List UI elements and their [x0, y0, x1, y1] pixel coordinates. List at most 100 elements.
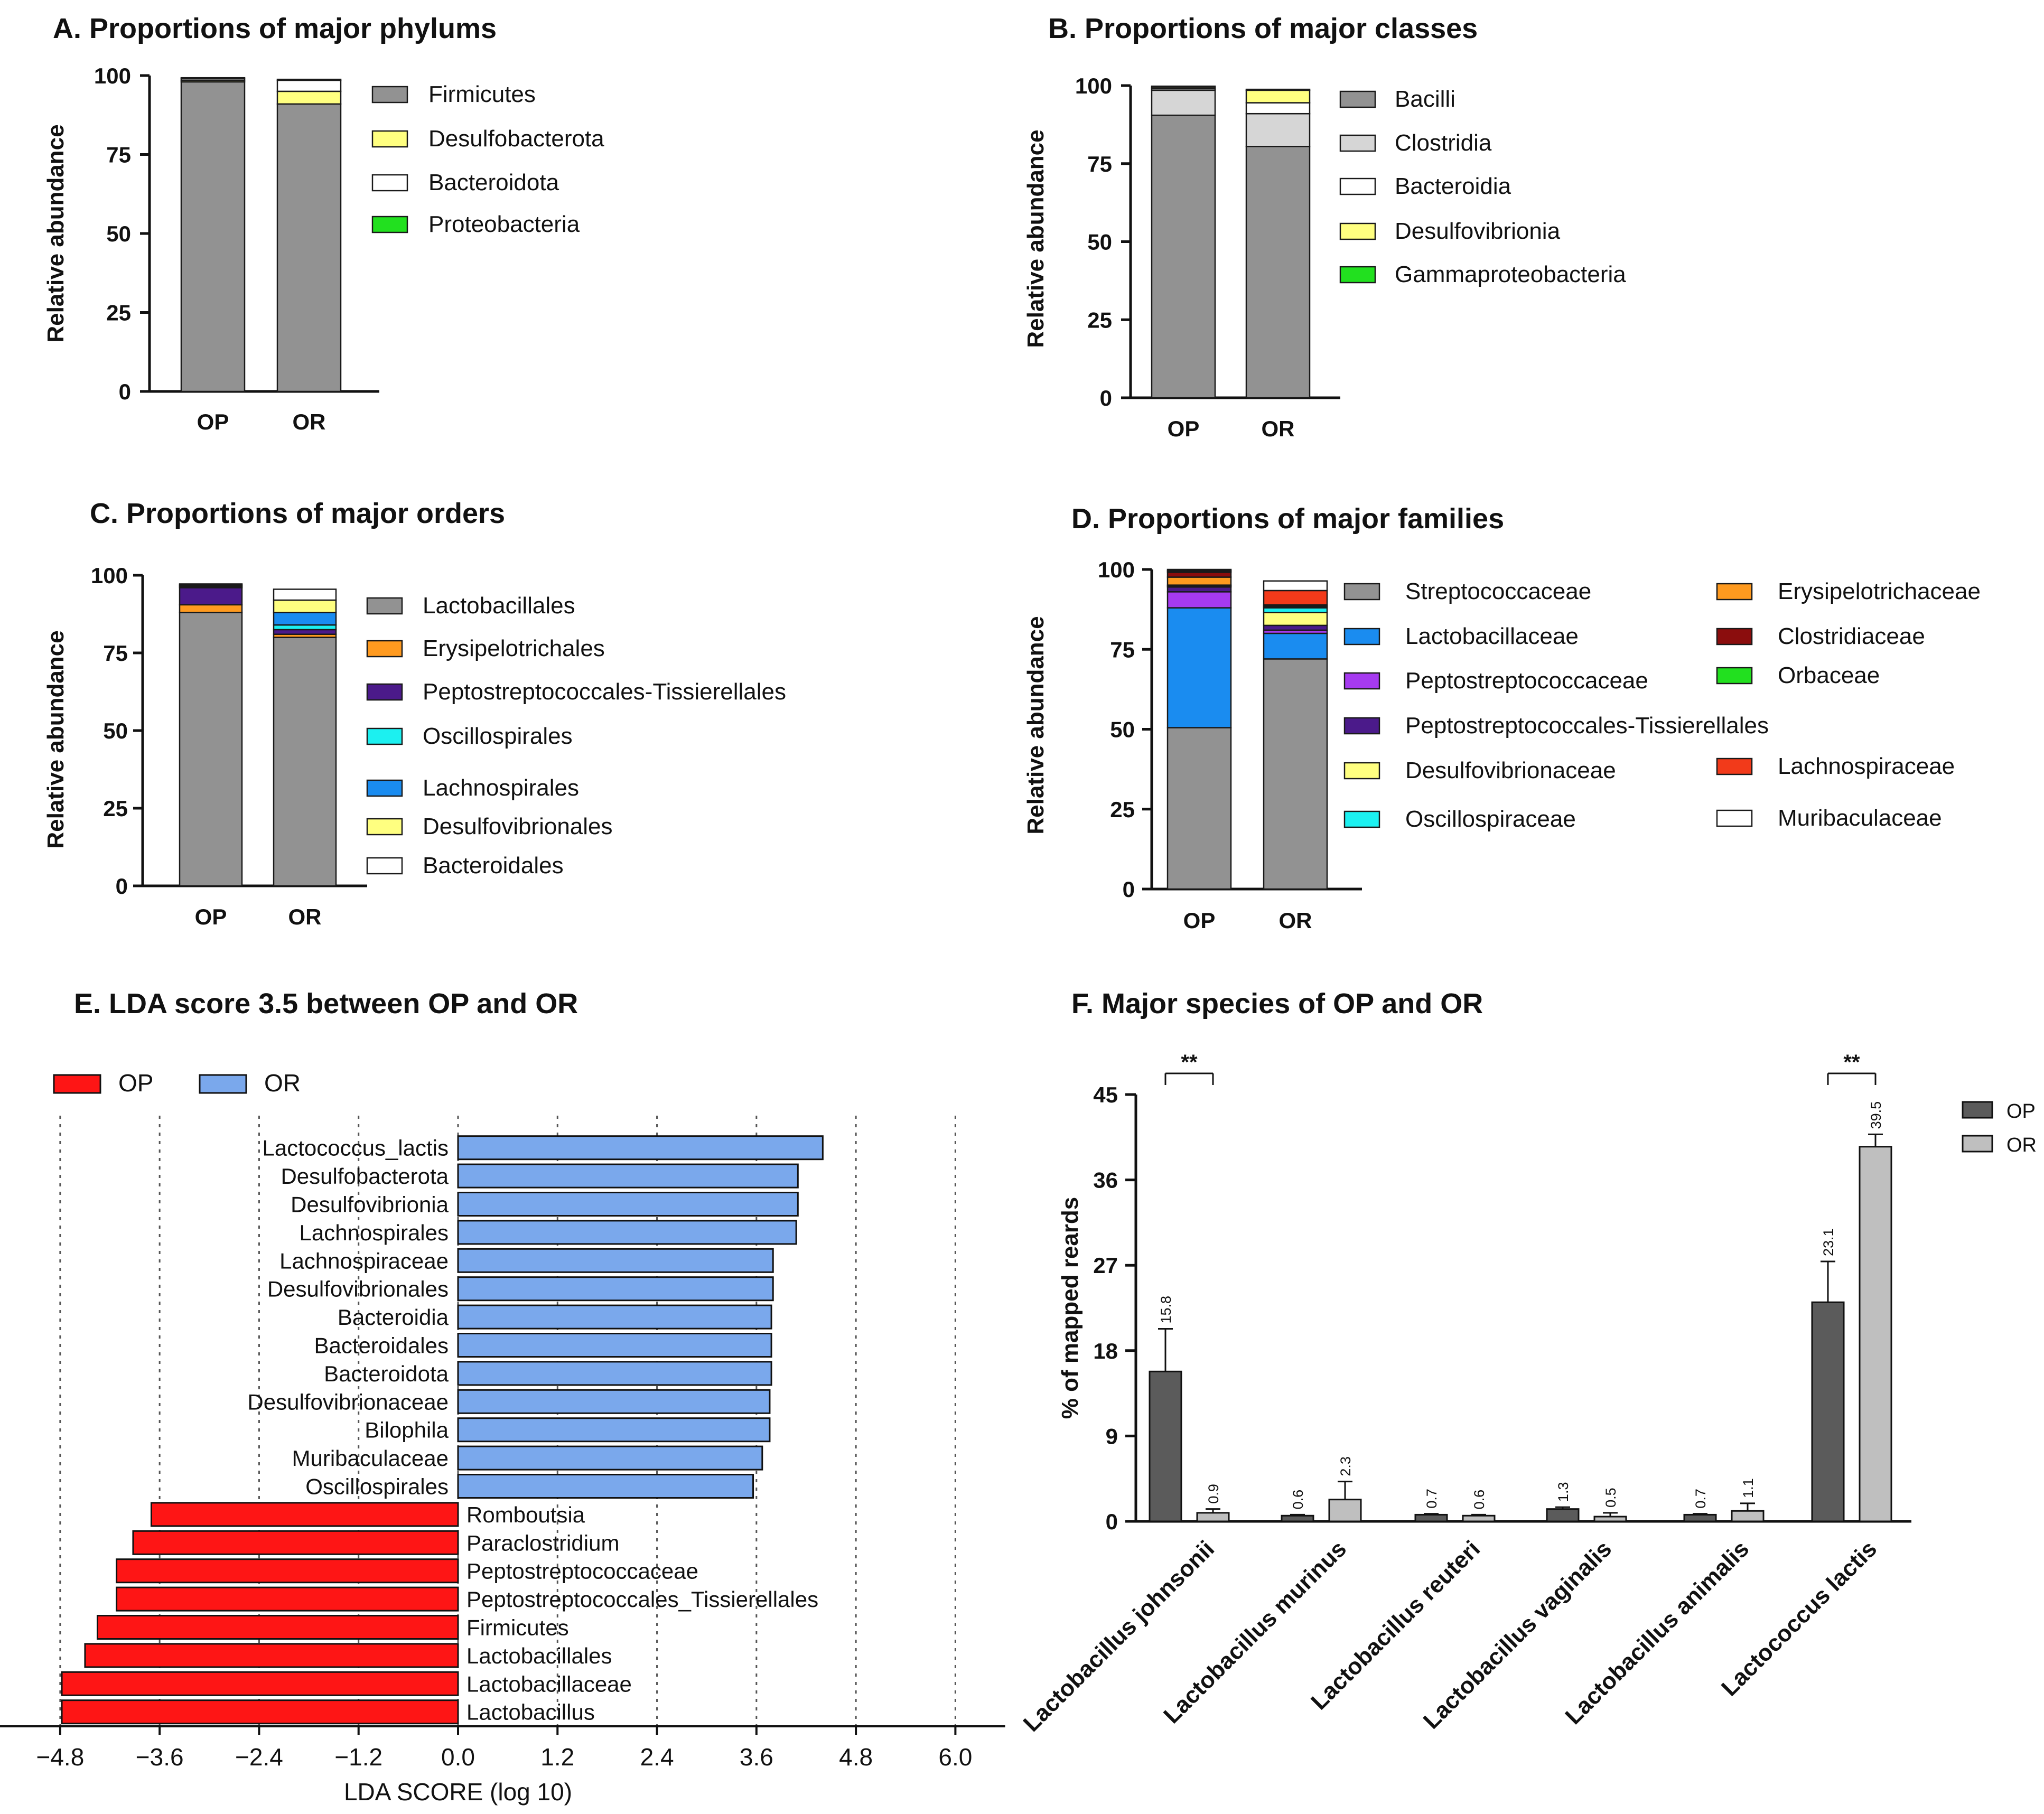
y-tick-label: 75	[103, 641, 128, 666]
lda-bar	[150, 1502, 459, 1527]
lda-label: Peptostreptococcaceae	[466, 1559, 698, 1584]
y-tick-label: 75	[1087, 152, 1112, 176]
y-axis-label: % of mapped reards	[1057, 1197, 1083, 1419]
legend-label: Proteobacteria	[428, 211, 580, 237]
legend-swatch	[1716, 583, 1753, 601]
lda-label: Lachnospiraceae	[279, 1248, 449, 1273]
lda-bar	[457, 1389, 771, 1414]
y-tick-label: 27	[1093, 1253, 1118, 1278]
y-tick-label: 50	[1110, 717, 1135, 742]
bar-segment-OP-Bacilli	[1151, 114, 1216, 399]
y-tick-label: 9	[1106, 1424, 1118, 1448]
panel-C-title: C. Proportions of major orders	[90, 498, 505, 529]
bar-segment-OP-Lactobacillaceae	[1166, 607, 1232, 728]
significance-label: **	[1843, 1051, 1860, 1074]
legend-label: OP	[118, 1069, 153, 1097]
y-tick-label: 100	[94, 63, 131, 88]
panel-B-title: B. Proportions of major classes	[1048, 13, 1478, 44]
legend-label: Streptococcaceae	[1405, 578, 1591, 604]
value-label: 0.6	[1471, 1490, 1487, 1510]
bar-segment-OR-Firmicutes	[276, 103, 342, 392]
bar-segment-OR-Peptostreptococcales-Tissierellales	[273, 629, 337, 635]
y-tick-label: 25	[103, 796, 128, 821]
lda-label: Oscillospirales	[305, 1474, 449, 1499]
lda-label: Lactococcus_lactis	[262, 1136, 449, 1161]
species-bar	[1546, 1508, 1580, 1522]
legend-swatch	[1343, 583, 1380, 601]
legend-swatch	[1343, 717, 1380, 735]
lda-bar	[84, 1643, 459, 1668]
legend-swatch	[1339, 177, 1376, 195]
x-tick-label: −3.6	[136, 1743, 184, 1771]
lda-bar	[457, 1276, 774, 1302]
panel-F-title: F. Major species of OP and OR	[1071, 988, 1483, 1020]
legend-label: Oscillospirales	[423, 723, 573, 749]
legend-label: Bacteroidota	[428, 170, 559, 195]
bar-segment-OR-Oscillospirales	[273, 624, 337, 631]
legend-label: Erysipelotrichales	[423, 635, 605, 661]
legend-swatch	[1343, 762, 1380, 780]
value-label: 23.1	[1821, 1228, 1836, 1256]
x-tick-label: 6.0	[938, 1743, 972, 1771]
legend-label: Desulfobacterota	[428, 126, 604, 152]
lda-bar	[457, 1192, 799, 1217]
bar-segment-OR-Bacteroidia	[1245, 102, 1311, 115]
y-axis-label: Relative abundance	[43, 124, 69, 342]
legend-swatch	[1343, 672, 1380, 690]
legend-swatch	[366, 727, 403, 745]
lda-bar	[457, 1445, 763, 1471]
legend-label: Gammaproteobacteria	[1395, 261, 1626, 287]
bar-segment-OP-Clostridia	[1151, 89, 1216, 116]
bar-segment-OR-Lactobacillaceae	[1263, 632, 1328, 660]
legend-swatch	[1339, 266, 1376, 284]
bar-segment-OR-Desulfovibrionaceae	[1263, 612, 1328, 627]
value-label: 2.3	[1338, 1456, 1354, 1476]
lda-bar	[116, 1558, 459, 1584]
panel-C: C. Proportions of major orders 0 25 50 75 100…	[43, 498, 786, 929]
species-bar	[1683, 1513, 1717, 1522]
bar-segment-OP-Erysipelotrichaceae	[1166, 576, 1232, 586]
legend-label: OR	[2006, 1134, 2037, 1156]
legend-label: Desulfovibrionales	[423, 814, 613, 839]
panel-D-title: D. Proportions of major families	[1071, 503, 1504, 535]
legend-swatch	[366, 640, 403, 658]
panel-A: A. Proportions of major phylums 0 25 50 75 10…	[43, 13, 604, 434]
y-tick-label: 75	[1110, 637, 1135, 662]
bar-segment-OP-Streptococcaceae	[1166, 727, 1232, 890]
panel-D: D. Proportions of major families 0 25 50 75 1…	[1023, 503, 1981, 933]
bar-segment-OR-Bacilli	[1245, 145, 1311, 399]
y-tick-label: 25	[106, 301, 131, 325]
panel-A-title: A. Proportions of major phylums	[53, 13, 497, 44]
y-tick-label: 36	[1093, 1168, 1118, 1193]
bar-segment-OR-Lachnospirales	[273, 612, 337, 626]
bar-segment-OP-Firmicutes	[180, 81, 246, 392]
bar-segment-OR-Desulfobacterota	[276, 90, 342, 105]
x-category-label: OP	[1183, 908, 1216, 933]
legend-label: OR	[264, 1069, 301, 1097]
lda-bar	[61, 1699, 459, 1725]
x-tick-label: −2.4	[235, 1743, 283, 1771]
y-tick-label: 75	[106, 143, 131, 167]
species-bar	[1149, 1370, 1182, 1522]
y-tick-label: 0	[116, 874, 128, 899]
species-bar	[1414, 1513, 1448, 1522]
legend-label: Peptostreptococcales-Tissierellales	[1405, 713, 1769, 738]
species-bar	[1462, 1514, 1496, 1522]
y-tick-label: 0	[119, 379, 131, 404]
legend-swatch	[199, 1074, 247, 1094]
value-label: 1.1	[1740, 1478, 1756, 1498]
lda-bar	[132, 1530, 459, 1555]
bar-segment-OP-Muribaculaceae	[1166, 568, 1232, 572]
y-tick-label: 100	[91, 563, 128, 588]
y-tick-label: 25	[1110, 797, 1135, 822]
legend-label: Peptostreptococcales-Tissierellales	[423, 679, 786, 705]
species-bar	[1859, 1146, 1892, 1522]
y-tick-label: 0	[1100, 386, 1112, 410]
bar-segment-OR-Desulfovibrionia	[1245, 89, 1311, 104]
value-label: 15.8	[1158, 1296, 1174, 1324]
legend-swatch	[371, 216, 408, 233]
lda-bar	[457, 1333, 772, 1358]
bar-segment-OR-Muribaculaceae	[1263, 580, 1328, 592]
lda-label: Desulfovibrionales	[267, 1277, 449, 1302]
legend-swatch	[53, 1074, 101, 1094]
